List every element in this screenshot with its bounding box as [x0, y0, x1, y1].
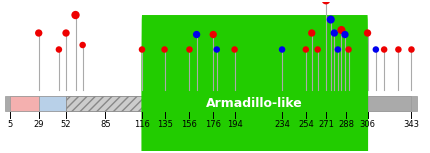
Point — [231, 48, 238, 51]
Point — [381, 48, 387, 51]
Point — [314, 48, 321, 51]
Point — [338, 29, 345, 31]
Point — [322, 0, 329, 1]
Bar — [66, 96, 142, 111]
Text: 176: 176 — [205, 120, 221, 129]
Point — [213, 48, 220, 51]
Point — [395, 48, 402, 51]
Point — [327, 18, 334, 21]
Text: 288: 288 — [338, 120, 354, 129]
Point — [210, 33, 217, 36]
Text: Armadillo-like: Armadillo-like — [206, 97, 303, 110]
Text: 156: 156 — [181, 120, 197, 129]
Text: 194: 194 — [227, 120, 243, 129]
Point — [364, 32, 371, 34]
FancyBboxPatch shape — [141, 15, 368, 153]
Point — [335, 48, 341, 51]
Text: 5: 5 — [8, 120, 13, 129]
Point — [279, 48, 286, 51]
Point — [308, 32, 315, 34]
Text: 116: 116 — [134, 120, 150, 129]
Point — [345, 48, 352, 51]
Point — [193, 33, 200, 36]
Point — [35, 32, 42, 34]
Text: 52: 52 — [61, 120, 71, 129]
Point — [302, 48, 309, 51]
Text: 135: 135 — [157, 120, 172, 129]
Bar — [368, 96, 412, 111]
Point — [372, 48, 379, 51]
Text: 306: 306 — [359, 120, 375, 129]
Text: 29: 29 — [34, 120, 44, 129]
Point — [63, 32, 70, 34]
Text: 85: 85 — [100, 120, 111, 129]
Bar — [10, 96, 39, 111]
Point — [341, 33, 348, 36]
Point — [161, 48, 168, 51]
Bar — [6, 96, 418, 111]
Text: 343: 343 — [403, 120, 419, 129]
Text: 254: 254 — [298, 120, 313, 129]
Point — [138, 48, 145, 51]
Point — [55, 48, 62, 51]
Point — [72, 14, 79, 16]
Point — [331, 32, 338, 34]
Point — [186, 48, 193, 51]
Point — [408, 48, 415, 51]
Point — [79, 44, 86, 46]
Bar — [39, 96, 66, 111]
Text: 271: 271 — [318, 120, 334, 129]
Text: 234: 234 — [274, 120, 290, 129]
